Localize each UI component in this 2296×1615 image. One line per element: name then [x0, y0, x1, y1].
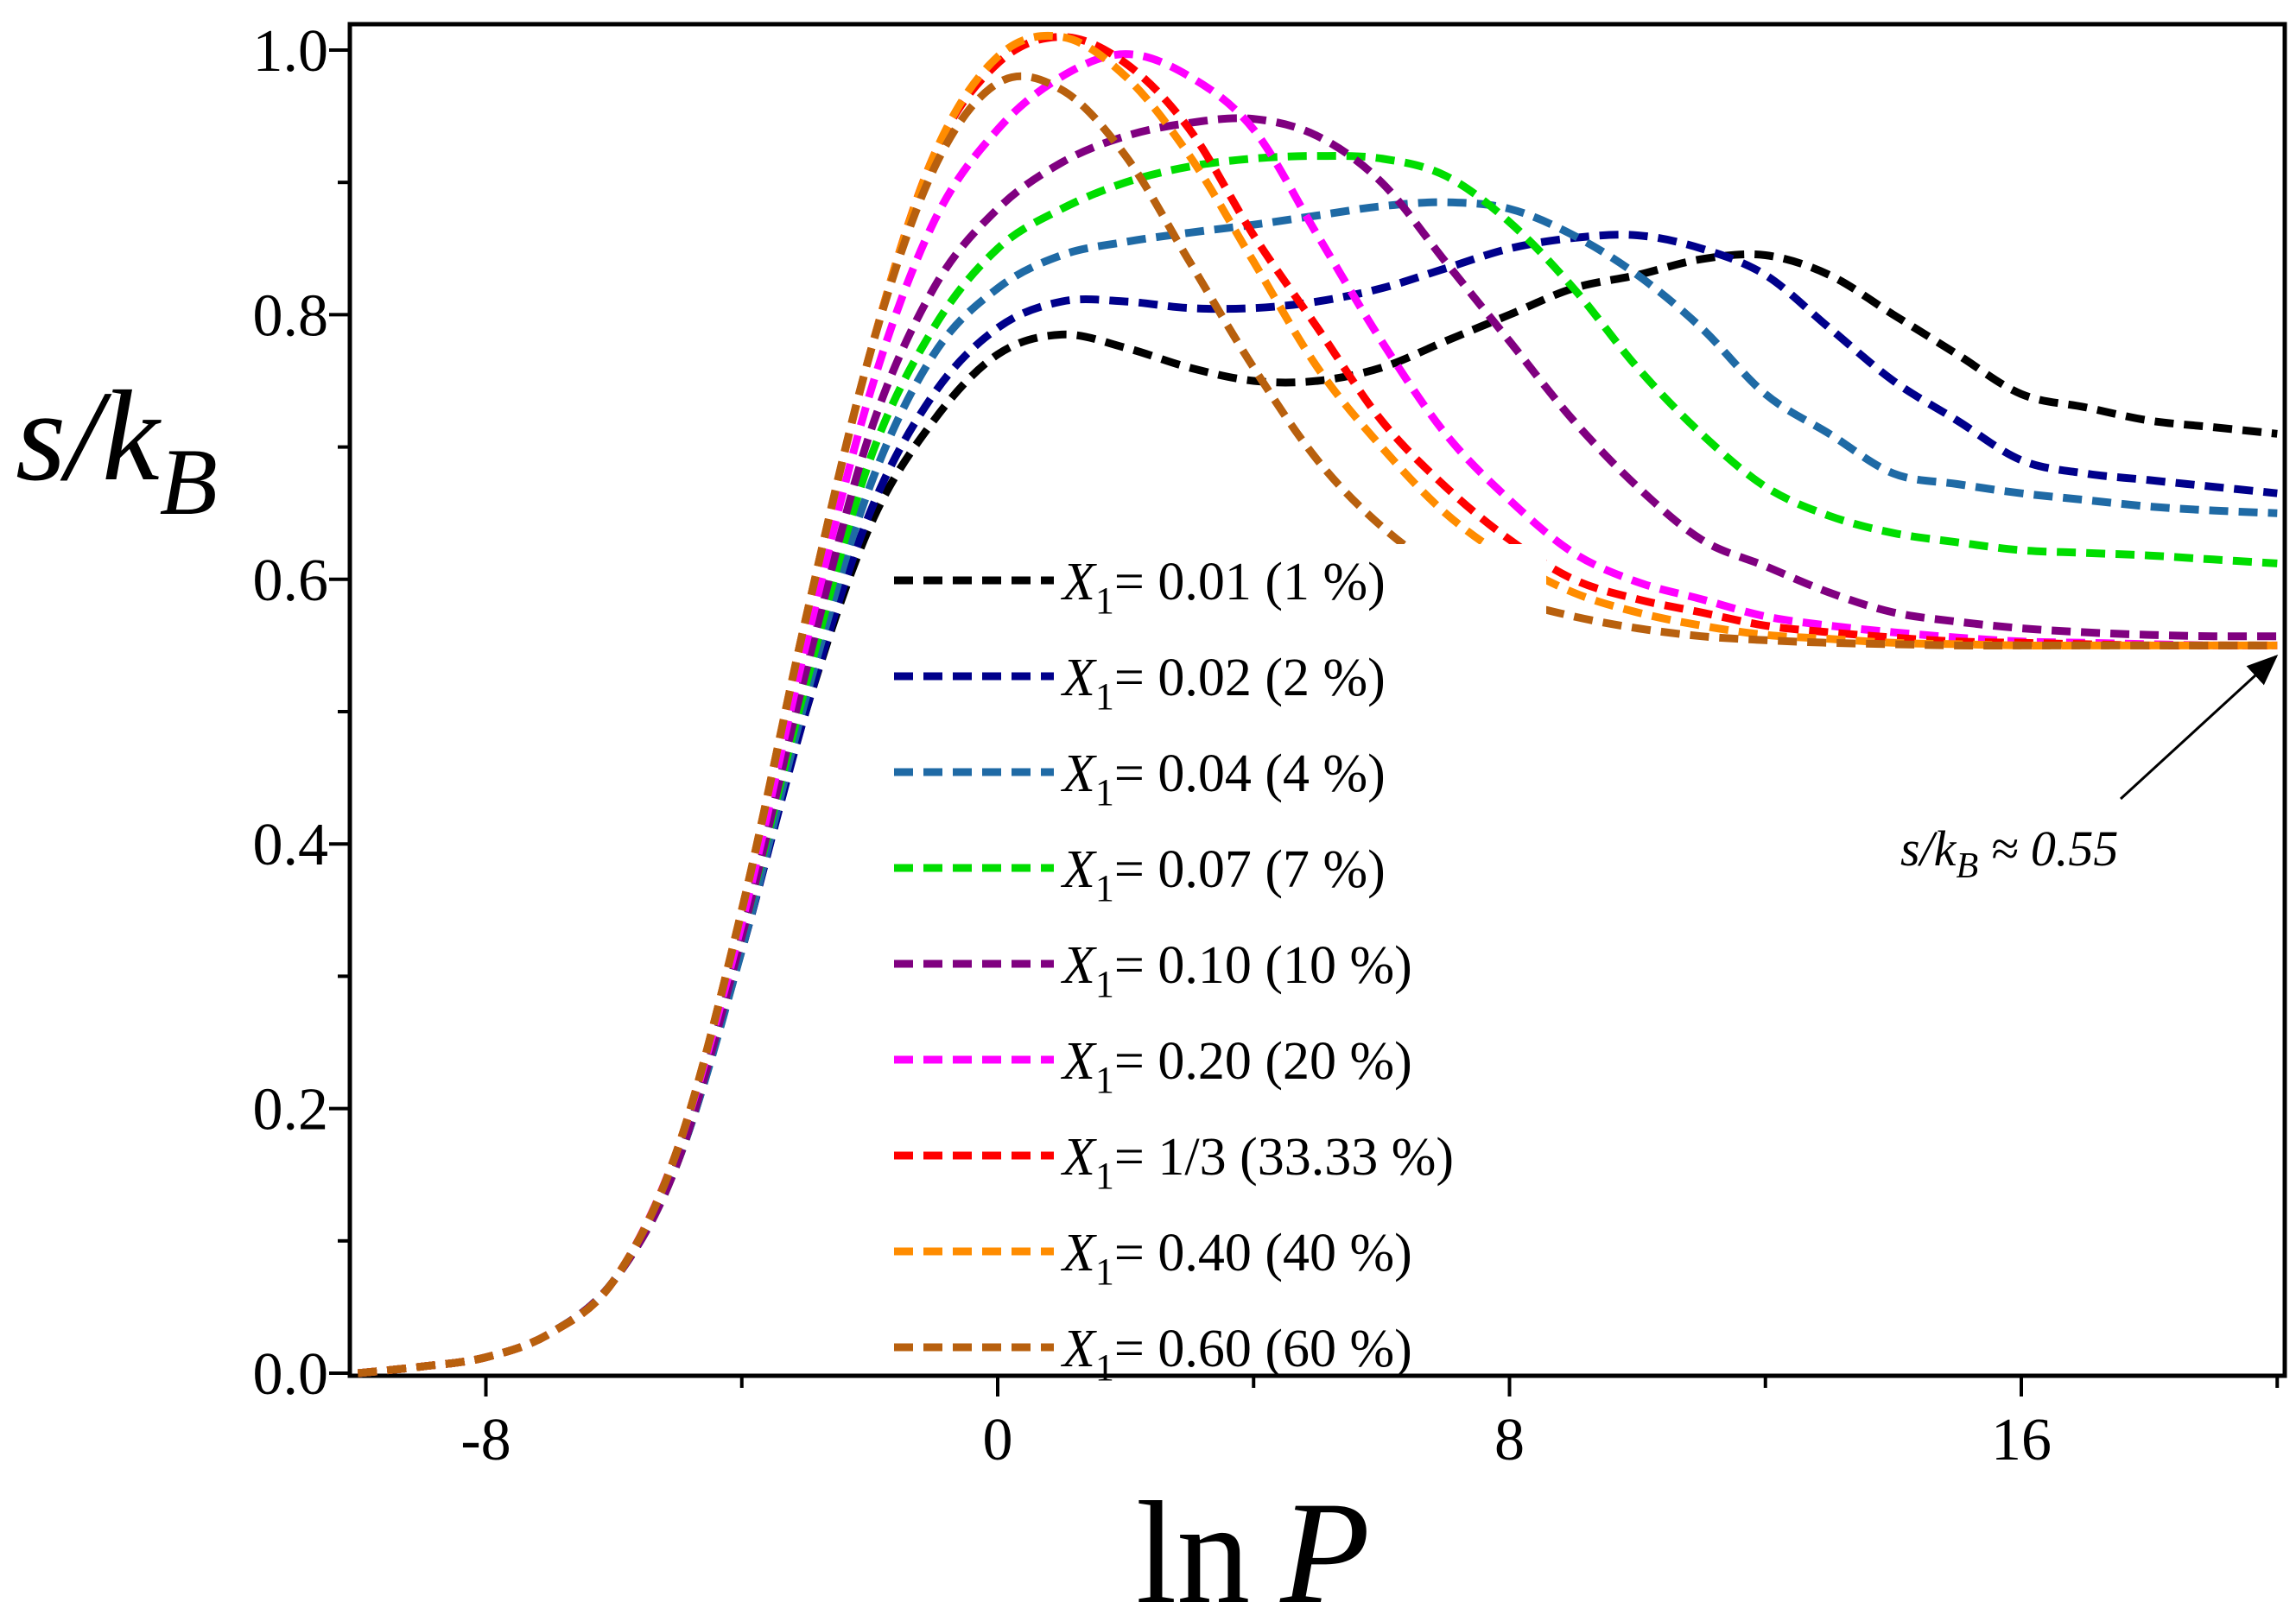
legend-value: = 1/3 (33.33 %) [1114, 1128, 1454, 1187]
y-axis-title: s/kB [16, 364, 218, 535]
legend-value: = 0.07 (7 %) [1114, 840, 1386, 899]
legend-var: X [1060, 936, 1097, 995]
legend-var: X [1060, 1128, 1097, 1187]
legend-sub: 1 [1095, 1059, 1114, 1101]
legend-label: X1= 0.04 (4 %) [1060, 744, 1386, 814]
legend-value: = 0.02 (2 %) [1114, 649, 1386, 707]
annotation-arrow [2119, 654, 2279, 801]
annotation-main: s/k [1900, 820, 1957, 877]
legend: X1= 0.01 (1 %)X1= 0.02 (2 %)X1= 0.04 (4 … [894, 553, 1454, 1389]
legend-var: X [1060, 744, 1097, 803]
legend-var: X [1060, 1032, 1097, 1091]
y-axis-title-main: s/k [16, 364, 162, 508]
legend-label: X1= 1/3 (33.33 %) [1060, 1128, 1454, 1197]
legend-sub: 1 [1095, 963, 1114, 1005]
x-axis-title-main: ln [1136, 1472, 1250, 1615]
legend-item: X1= 0.04 (4 %) [894, 744, 1386, 814]
legend-item: X1= 0.01 (1 %) [894, 553, 1386, 622]
y-tick-label: 0.6 [253, 548, 329, 614]
annotation-sub: B [1956, 846, 1978, 886]
legend-item: X1= 0.10 (10 %) [894, 936, 1412, 1005]
x-tick-label: 8 [1494, 1407, 1525, 1473]
annotation-rest: ≈ 0.55 [1978, 820, 2118, 877]
legend-sub: 1 [1095, 1346, 1114, 1389]
legend-value: = 0.40 (40 %) [1114, 1224, 1412, 1282]
x-tick-label: -8 [460, 1407, 511, 1473]
y-tick-label: 1.0 [253, 18, 329, 85]
legend-value: = 0.20 (20 %) [1114, 1032, 1412, 1091]
y-tick-label: 0.0 [253, 1341, 329, 1408]
legend-sub: 1 [1095, 771, 1114, 814]
series-line-3 [357, 198, 2278, 1378]
legend-var: X [1060, 840, 1097, 899]
x-axis-ticks: -8 0 8 16 [460, 1376, 2280, 1473]
y-tick-label: 0.2 [253, 1077, 329, 1143]
legend-label: X1= 0.40 (40 %) [1060, 1224, 1412, 1293]
y-tick-label: 0.8 [253, 282, 329, 349]
legend-item: X1= 0.02 (2 %) [894, 649, 1386, 718]
legend-sub: 1 [1095, 580, 1114, 622]
annotation-text: s/kB ≈ 0.55 [1900, 820, 2118, 886]
legend-item: X1= 0.60 (60 %) [894, 1320, 1412, 1389]
legend-item: X1= 1/3 (33.33 %) [894, 1128, 1454, 1197]
legend-label: X1= 0.10 (10 %) [1060, 936, 1412, 1005]
legend-label: X1= 0.20 (20 %) [1060, 1032, 1412, 1101]
legend-sub: 1 [1095, 867, 1114, 909]
legend-var: X [1060, 1320, 1097, 1378]
legend-value: = 0.01 (1 %) [1114, 553, 1386, 611]
legend-value: = 0.10 (10 %) [1114, 936, 1412, 995]
legend-item: X1= 0.20 (20 %) [894, 1032, 1412, 1101]
series-line-8 [357, 31, 2278, 1378]
y-axis-title-sub: B [160, 429, 218, 535]
legend-var: X [1060, 649, 1097, 707]
legend-item: X1= 0.40 (40 %) [894, 1224, 1412, 1293]
legend-value: = 0.60 (60 %) [1114, 1320, 1412, 1378]
legend-background [881, 544, 1546, 1373]
legend-label: X1= 0.02 (2 %) [1060, 649, 1386, 718]
series-line-5 [357, 114, 2278, 1378]
legend-sub: 1 [1095, 1251, 1114, 1293]
series-line-4 [357, 152, 2278, 1378]
legend-label: X1= 0.07 (7 %) [1060, 840, 1386, 909]
legend-var: X [1060, 1224, 1097, 1282]
legend-sub: 1 [1095, 1155, 1114, 1197]
x-axis-title: ln P [1136, 1472, 1370, 1615]
plot-frame [347, 22, 2287, 1378]
legend-item: X1= 0.07 (7 %) [894, 840, 1386, 909]
legend-var: X [1060, 553, 1097, 611]
legend-label: X1= 0.60 (60 %) [1060, 1320, 1412, 1389]
x-tick-label: 0 [983, 1407, 1013, 1473]
curves-group [357, 31, 2278, 1378]
series-line-9 [357, 72, 2278, 1378]
x-tick-label: 16 [1991, 1407, 2052, 1473]
asymptote-annotation: s/kB ≈ 0.55 [1900, 654, 2279, 886]
legend-label: X1= 0.01 (1 %) [1060, 553, 1386, 622]
legend-sub: 1 [1095, 675, 1114, 718]
legend-value: = 0.04 (4 %) [1114, 744, 1386, 803]
y-axis-ticks: 0.0 0.2 0.4 0.6 0.8 1.0 [253, 18, 350, 1408]
x-axis-title-var: P [1279, 1472, 1370, 1615]
y-tick-label: 0.4 [253, 812, 329, 878]
